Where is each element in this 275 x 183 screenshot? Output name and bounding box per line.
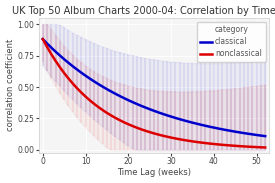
Y-axis label: correlation coefficient: correlation coefficient (6, 39, 15, 131)
Title: UK Top 50 Album Charts 2000-04: Correlation by Time Lag: UK Top 50 Album Charts 2000-04: Correlat… (12, 5, 275, 16)
Legend: classical, nonclassical: classical, nonclassical (197, 22, 266, 62)
X-axis label: Time Lag (weeks): Time Lag (weeks) (117, 168, 191, 178)
